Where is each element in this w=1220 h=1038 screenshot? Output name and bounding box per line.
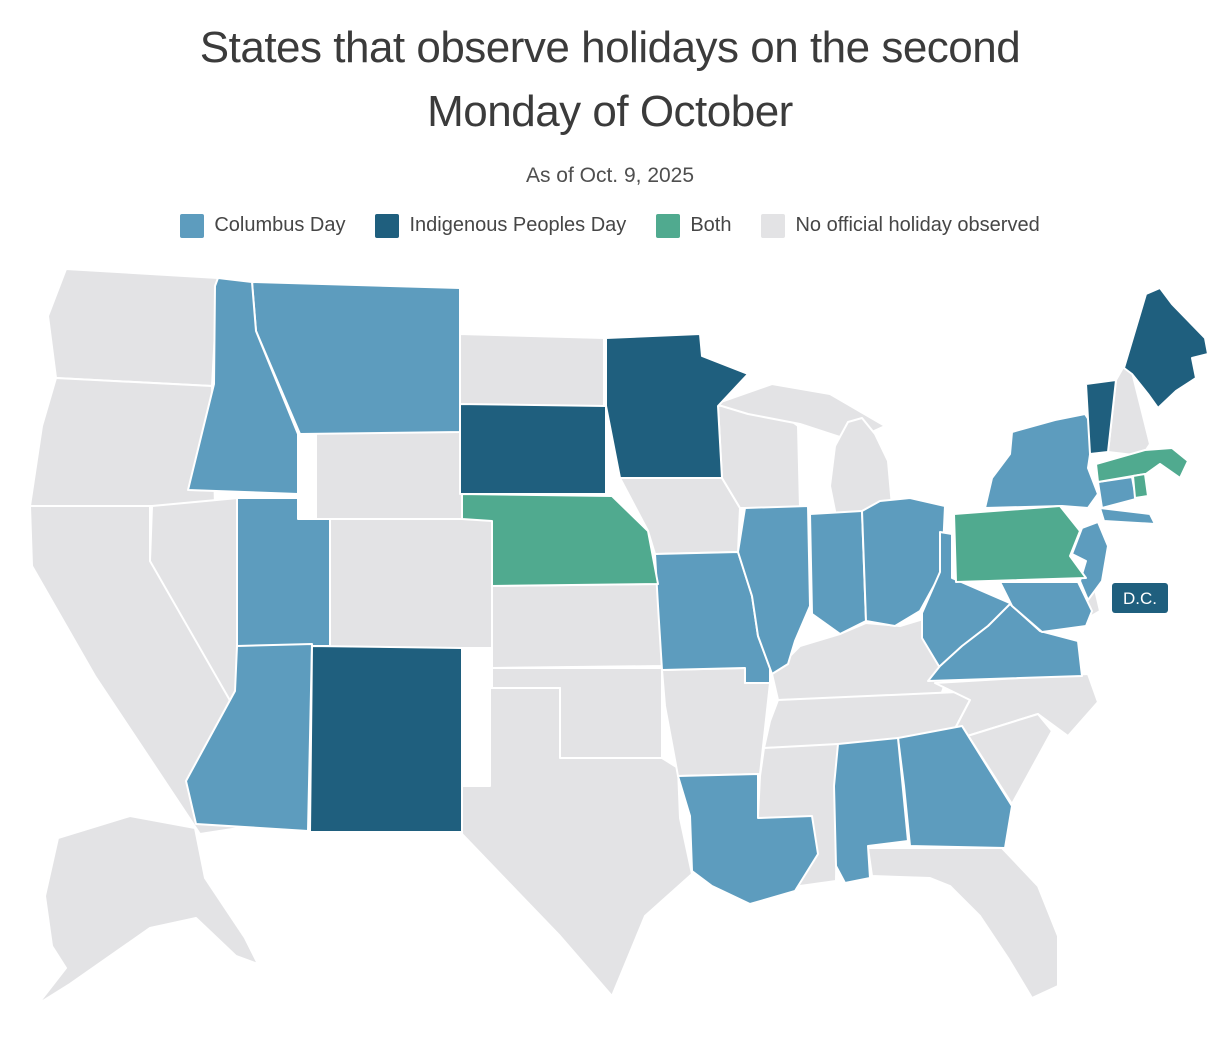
legend-item-columbus: Columbus Day <box>180 213 346 238</box>
state-new-york <box>984 412 1099 509</box>
state-arizona <box>185 642 313 832</box>
state-georgia <box>897 724 1013 849</box>
state-north-carolina <box>934 672 1099 743</box>
state-louisiana <box>677 772 819 905</box>
chart-title-line1: States that observe holidays on the seco… <box>199 23 1021 72</box>
legend-item-both: Both <box>656 213 732 238</box>
legend-label-none: No official holiday observed <box>795 214 1040 237</box>
state-alaska <box>37 814 259 1005</box>
legend: Columbus Day Indigenous Peoples Day Both… <box>0 213 1220 238</box>
state-massachusetts <box>1095 446 1189 483</box>
state-utah <box>236 496 331 647</box>
state-alabama <box>833 736 909 884</box>
state-washington <box>47 267 219 387</box>
chart-subtitle: As of Oct. 9, 2025 <box>525 163 695 187</box>
legend-item-none: No official holiday observed <box>761 213 1040 238</box>
state-florida <box>867 846 1059 999</box>
dc-badge-label: D.C. <box>1123 589 1157 608</box>
state-arkansas <box>661 666 771 777</box>
state-vermont <box>1085 378 1117 455</box>
legend-label-indigenous: Indigenous Peoples Day <box>409 214 627 237</box>
state-maine <box>1123 286 1209 409</box>
state-indiana <box>809 509 867 635</box>
dc-badge: D.C. <box>1112 582 1168 613</box>
state-minnesota <box>605 332 749 479</box>
legend-label-columbus: Columbus Day <box>214 214 346 237</box>
us-choropleth-map: D.C. <box>29 267 1209 1005</box>
legend-swatch-indigenous <box>375 213 400 238</box>
legend-swatch-both <box>656 213 681 238</box>
state-new-york-long-island <box>1099 506 1156 525</box>
dc-badge-background <box>1112 582 1168 613</box>
state-idaho <box>187 276 299 495</box>
legend-label-both: Both <box>690 214 732 237</box>
state-pennsylvania <box>953 504 1087 583</box>
state-illinois <box>737 504 811 675</box>
state-michigan-lower <box>829 416 893 529</box>
chart-title: States that observe holidays on the seco… <box>50 16 1170 144</box>
legend-item-indigenous: Indigenous Peoples Day <box>375 213 627 238</box>
legend-swatch-columbus <box>180 213 205 238</box>
state-north-dakota <box>459 332 605 407</box>
state-wyoming <box>315 430 463 520</box>
state-colorado <box>329 517 493 649</box>
chart-title-line2: Monday of October <box>427 86 793 136</box>
state-kansas <box>491 582 663 669</box>
state-new-jersey <box>1071 520 1109 601</box>
state-nebraska <box>461 492 659 587</box>
state-rhode-island <box>1132 472 1149 499</box>
state-new-mexico <box>309 644 463 833</box>
state-south-dakota <box>459 402 607 495</box>
legend-swatch-none <box>761 213 786 238</box>
state-maryland <box>999 580 1093 633</box>
state-oregon <box>29 376 216 507</box>
